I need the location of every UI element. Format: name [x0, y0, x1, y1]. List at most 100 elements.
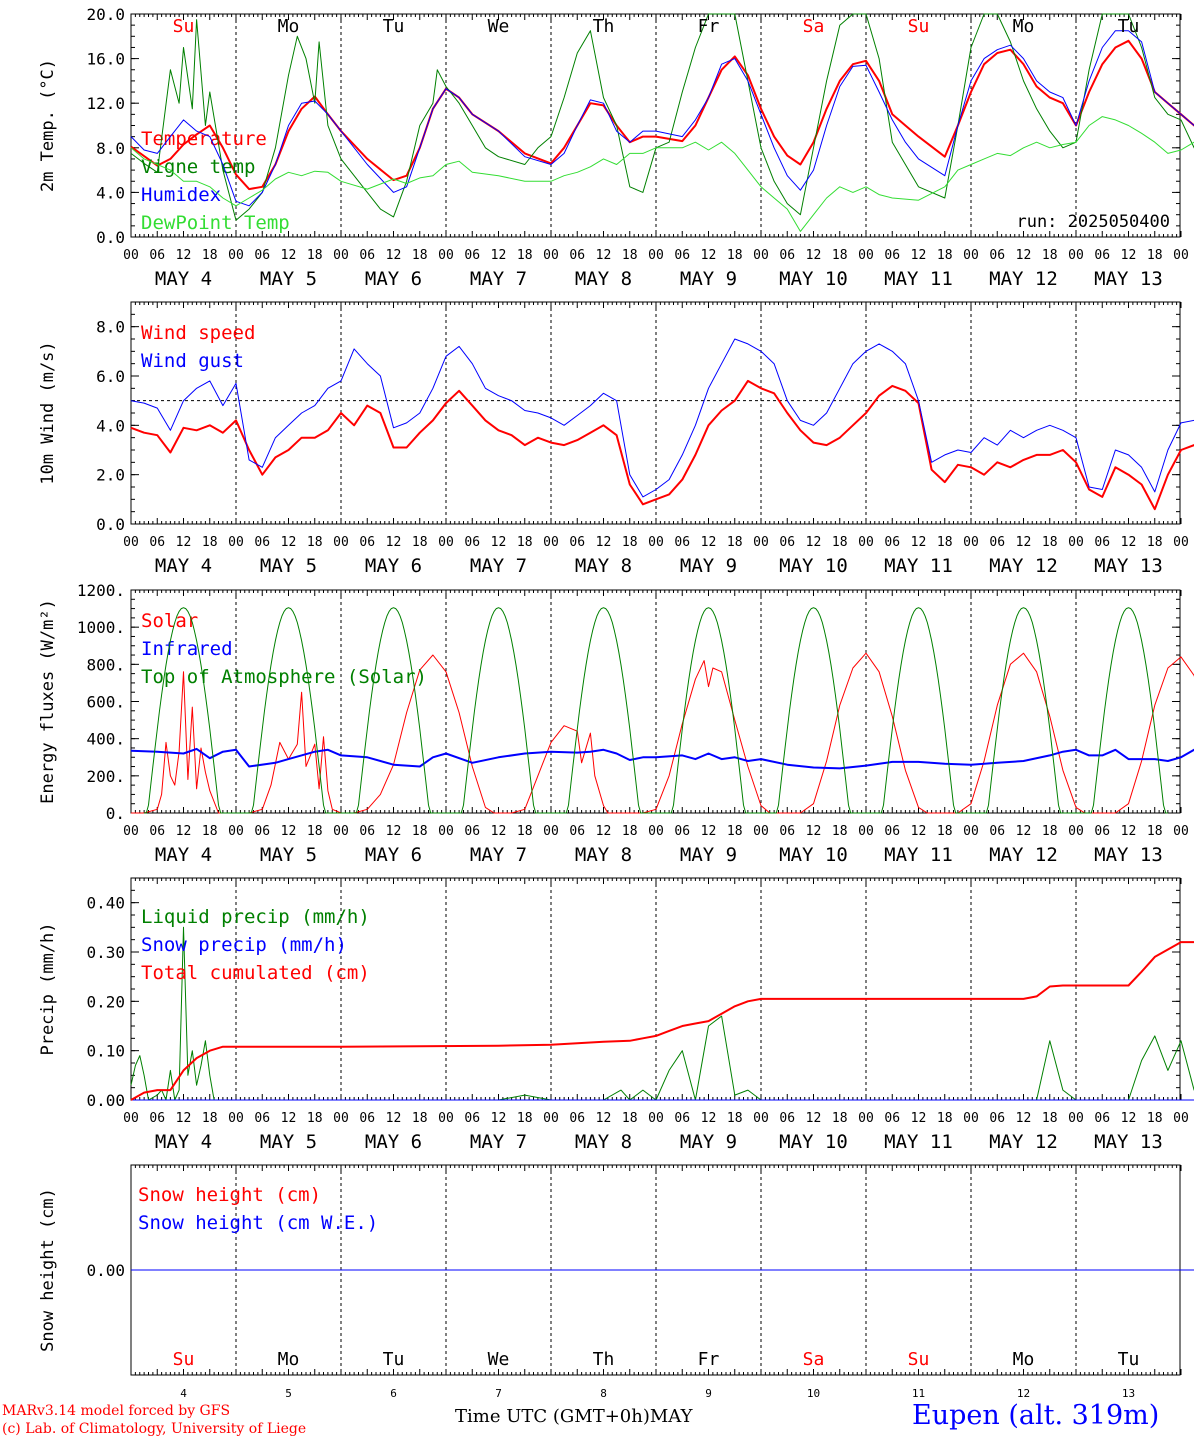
hour-tick-label: 12: [281, 824, 297, 839]
hour-tick-label: 00: [1173, 824, 1189, 839]
hour-tick-label: 12: [911, 248, 927, 263]
hour-tick-label: 12: [1016, 1111, 1032, 1126]
weekday-label: Mo: [1013, 1349, 1035, 1370]
hour-tick-label: 12: [491, 535, 507, 550]
y-tick-label: 8.0: [96, 318, 125, 337]
weekday-label: Mo: [1013, 16, 1035, 37]
hour-tick-label: 12: [491, 1111, 507, 1126]
y-axis-label: Energy fluxes (W/m²): [38, 599, 58, 804]
date-label: MAY 13: [1094, 844, 1163, 866]
series-line: [144, 607, 1168, 814]
weekday-label: We: [488, 16, 510, 37]
hour-tick-label: 00: [123, 535, 139, 550]
legend-entry: DewPoint Temp: [141, 212, 290, 234]
date-label: MAY 4: [155, 1131, 212, 1153]
series-line: [130, 39, 1194, 191]
legend-entry: Snow height (cm W.E.): [138, 1212, 378, 1234]
legend-entry: Liquid precip (mm/h): [141, 906, 370, 928]
series-line: [130, 941, 1194, 1101]
hour-tick-label: 06: [569, 1111, 585, 1126]
y-tick-label: 4.0: [96, 183, 125, 202]
date-label: MAY 9: [680, 555, 737, 577]
hour-tick-label: 18: [727, 535, 743, 550]
hour-tick-label: 12: [806, 824, 822, 839]
hour-tick-label: 12: [1121, 824, 1137, 839]
hour-tick-label: 00: [753, 1111, 769, 1126]
panel-2: 0.0 2.0 4.0 6.0 8.0 10m Wind (m/s) Wind speed W…: [38, 301, 1194, 577]
hour-tick-label: 00: [333, 1111, 349, 1126]
date-label: MAY 13: [1094, 555, 1163, 577]
date-label: MAY 12: [989, 555, 1058, 577]
hour-tick-label: 18: [727, 1111, 743, 1126]
hour-tick-label: 18: [307, 535, 323, 550]
y-tick-label: 2.0: [96, 466, 125, 485]
date-label: MAY 4: [155, 844, 212, 866]
hour-tick-label: 18: [202, 535, 218, 550]
y-tick-label: 1000.: [77, 618, 125, 637]
hour-tick-label: 12: [176, 248, 192, 263]
hour-tick-label: 00: [963, 248, 979, 263]
hour-tick-label: 18: [517, 824, 533, 839]
hour-tick-label: 06: [149, 1111, 165, 1126]
day-number-label: 10: [807, 1387, 820, 1400]
hour-tick-label: 06: [884, 1111, 900, 1126]
hour-tick-label: 06: [149, 824, 165, 839]
date-label: MAY 10: [779, 844, 848, 866]
hour-tick-label: 18: [1042, 248, 1058, 263]
hour-tick-label: 00: [963, 535, 979, 550]
weekday-label: Tu: [383, 16, 405, 37]
hour-tick-label: 18: [622, 824, 638, 839]
hour-tick-label: 18: [937, 824, 953, 839]
panel-4: 0.00 0.10 0.20 0.30 0.40 Precip (mm/h) Liquid …: [38, 877, 1194, 1153]
hour-tick-label: 06: [149, 535, 165, 550]
hour-tick-label: 00: [438, 248, 454, 263]
hour-tick-label: 12: [701, 1111, 717, 1126]
hour-tick-label: 12: [701, 535, 717, 550]
y-tick-label: 0.0: [96, 515, 125, 534]
hour-tick-label: 12: [1121, 1111, 1137, 1126]
hour-tick-label: 18: [517, 535, 533, 550]
hour-tick-label: 00: [543, 1111, 559, 1126]
hour-tick-label: 00: [543, 535, 559, 550]
weekday-label: Fr: [698, 1349, 720, 1370]
hour-tick-label: 18: [202, 248, 218, 263]
hour-tick-label: 06: [149, 248, 165, 263]
legend-entry: Top of Atmosphere (Solar): [141, 666, 427, 688]
hour-tick-label: 00: [648, 824, 664, 839]
hour-tick-label: 18: [517, 1111, 533, 1126]
hour-tick-label: 18: [727, 248, 743, 263]
y-tick-label: 8.0: [96, 139, 125, 158]
date-label: MAY 8: [575, 268, 632, 290]
hour-tick-label: 00: [438, 1111, 454, 1126]
hour-tick-label: 18: [1147, 248, 1163, 263]
hour-tick-label: 00: [1173, 535, 1189, 550]
hour-tick-label: 00: [1173, 1111, 1189, 1126]
hour-tick-label: 12: [911, 1111, 927, 1126]
legend-entry: Snow height (cm): [138, 1184, 321, 1206]
hour-tick-label: 18: [517, 248, 533, 263]
hour-tick-label: 12: [806, 248, 822, 263]
hour-tick-label: 12: [176, 824, 192, 839]
hour-tick-label: 18: [202, 1111, 218, 1126]
date-label: MAY 10: [779, 555, 848, 577]
hour-tick-label: 06: [254, 535, 270, 550]
day-number-label: 4: [180, 1387, 187, 1400]
legend-entry: Humidex: [141, 184, 221, 206]
hour-tick-label: 06: [464, 248, 480, 263]
y-tick-label: 16.0: [86, 50, 125, 69]
hour-tick-label: 06: [989, 535, 1005, 550]
day-number-label: 9: [705, 1387, 712, 1400]
hour-tick-label: 00: [333, 824, 349, 839]
date-label: MAY 7: [470, 844, 527, 866]
hour-tick-label: 00: [1068, 248, 1084, 263]
hour-tick-label: 06: [1094, 248, 1110, 263]
hour-tick-label: 12: [596, 248, 612, 263]
date-label: MAY 12: [989, 1131, 1058, 1153]
hour-tick-label: 06: [569, 535, 585, 550]
hour-tick-label: 00: [333, 535, 349, 550]
hour-tick-label: 12: [701, 824, 717, 839]
date-label: MAY 9: [680, 1131, 737, 1153]
hour-tick-label: 06: [464, 535, 480, 550]
date-label: MAY 13: [1094, 268, 1163, 290]
hour-tick-label: 00: [228, 824, 244, 839]
